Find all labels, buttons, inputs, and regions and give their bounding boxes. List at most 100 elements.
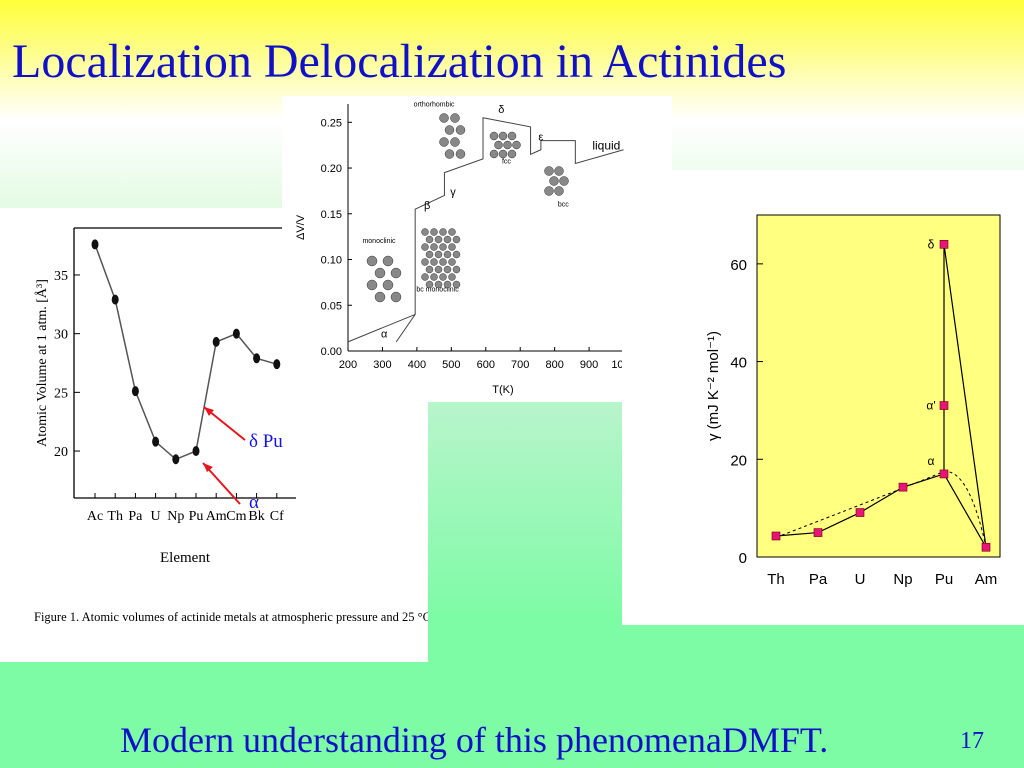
data-point bbox=[111, 294, 119, 305]
gamma-figure: 0 20 40 60 Th Pa U Np Pu Am γ (mJ K⁻² mol⁻¹) α α' δ bbox=[622, 170, 1024, 625]
atom-sphere bbox=[390, 267, 402, 279]
atom-sphere bbox=[544, 186, 554, 196]
atom-sphere bbox=[448, 258, 456, 266]
bottom-caption: Modern understanding of this phenomenaDM… bbox=[120, 720, 829, 760]
atom-sphere bbox=[444, 125, 455, 135]
phase-label: δ bbox=[498, 104, 504, 116]
atom-sphere bbox=[374, 267, 386, 279]
atom-sphere bbox=[425, 265, 434, 274]
data-point bbox=[253, 353, 261, 364]
atom-sphere bbox=[512, 140, 521, 150]
atom-sphere bbox=[425, 235, 434, 244]
atom-sphere bbox=[439, 273, 447, 281]
data-point bbox=[212, 336, 220, 347]
x-tick-label: 900 bbox=[580, 359, 598, 371]
x-tick-label: 700 bbox=[511, 359, 529, 371]
atom-sphere bbox=[434, 235, 443, 244]
atom-sphere bbox=[430, 243, 438, 251]
data-point bbox=[939, 469, 949, 479]
dashed-curve bbox=[775, 470, 987, 548]
y-tick-label: 0.25 bbox=[321, 117, 342, 129]
arrowhead bbox=[203, 463, 213, 472]
x-tick-label: Am bbox=[206, 509, 227, 524]
atom-sphere bbox=[507, 131, 517, 141]
data-line bbox=[94, 244, 278, 461]
atom-sphere bbox=[366, 255, 378, 267]
x-tick-label: 600 bbox=[477, 359, 495, 371]
atom-sphere bbox=[549, 176, 559, 186]
phase-label: ε bbox=[538, 132, 543, 144]
x-tick-label: 500 bbox=[442, 359, 460, 371]
x-tick-label: Ac bbox=[87, 509, 103, 524]
phase-label: α bbox=[381, 328, 388, 340]
atom-sphere bbox=[443, 280, 452, 289]
y-tick-label: 30 bbox=[54, 328, 68, 343]
atom-sphere bbox=[455, 149, 466, 159]
atom-sphere bbox=[421, 243, 429, 251]
atom-sphere bbox=[439, 243, 447, 251]
data-point bbox=[131, 386, 139, 397]
y-tick-label: 60 bbox=[730, 257, 747, 274]
phase-volume-chart: 0.00 0.05 0.10 0.15 0.20 0.25 200 300 400 500 600 7… bbox=[295, 102, 670, 396]
x-axis-label: Element bbox=[160, 550, 211, 566]
y-tick-label: 35 bbox=[54, 269, 68, 284]
x-axis-label: T(K) bbox=[492, 384, 513, 396]
atom-sphere bbox=[498, 131, 508, 141]
phase-step-curve bbox=[347, 117, 624, 343]
y-tick-label: 40 bbox=[730, 355, 747, 372]
atom-sphere bbox=[421, 258, 429, 266]
atom-sphere bbox=[421, 273, 429, 281]
phase-label: β bbox=[424, 200, 430, 212]
y-axis-label: γ (mJ K⁻² mol⁻¹) bbox=[705, 331, 722, 441]
y-axis-label: Atomic Volume at 1 atm. [Å³] bbox=[34, 279, 50, 447]
atom-sphere bbox=[434, 280, 443, 289]
y-tick-label: 0.00 bbox=[321, 346, 342, 358]
atomic-volume-chart: 20 25 30 35 Ac Th Pa U Np Pu Am Cm Bk Cf Element Atomic… bbox=[34, 227, 434, 624]
atom-sphere bbox=[554, 166, 564, 176]
atom-sphere bbox=[448, 273, 456, 281]
atom-sphere bbox=[448, 228, 456, 236]
atom-sphere bbox=[444, 149, 455, 159]
data-point bbox=[152, 436, 160, 447]
atom-sphere bbox=[421, 228, 429, 236]
slide-title: Localization Delocalization in Actinides bbox=[12, 35, 787, 88]
atom-sphere bbox=[439, 137, 449, 147]
x-tick-label: Th bbox=[767, 571, 785, 588]
x-tick-label: Np bbox=[893, 571, 912, 588]
atom-sphere bbox=[430, 228, 438, 236]
atom-sphere bbox=[382, 255, 394, 267]
y-tick-label: 0.10 bbox=[321, 255, 342, 267]
atom-sphere bbox=[554, 186, 564, 196]
x-tick-label: 800 bbox=[545, 359, 563, 371]
point-label: δ bbox=[928, 237, 935, 251]
phase-label: γ bbox=[450, 186, 456, 198]
atom-sphere bbox=[425, 280, 434, 289]
data-point bbox=[232, 328, 240, 339]
atom-sphere bbox=[434, 250, 443, 259]
atom-sphere bbox=[425, 250, 434, 259]
atom-sphere bbox=[382, 279, 394, 291]
data-point bbox=[855, 508, 865, 517]
x-tick-label: Pu bbox=[189, 509, 204, 524]
figure-caption: Figure 1. Atomic volumes of actinide met… bbox=[34, 610, 428, 624]
atom-sphere bbox=[366, 279, 378, 291]
x-tick-label: U bbox=[855, 571, 866, 588]
atom-sphere bbox=[374, 291, 386, 303]
y-tick-label: 20 bbox=[54, 445, 68, 460]
data-point bbox=[91, 239, 99, 250]
atom-sphere bbox=[443, 265, 452, 274]
y-tick-label: 0.15 bbox=[321, 209, 342, 221]
arrowhead bbox=[204, 407, 214, 416]
data-point bbox=[939, 240, 949, 249]
x-tick-label: Th bbox=[107, 509, 123, 524]
y-tick-label: 0.20 bbox=[321, 163, 342, 175]
phase-step-curve bbox=[395, 314, 416, 343]
alpha-label: α bbox=[249, 492, 259, 513]
atom-sphere bbox=[494, 140, 503, 150]
delta-pu-label: δ Pu bbox=[249, 431, 283, 452]
point-label: α' bbox=[926, 399, 935, 413]
atom-sphere bbox=[439, 228, 447, 236]
y-tick-label: 25 bbox=[54, 386, 68, 401]
x-tick-label: Pu bbox=[935, 571, 953, 588]
data-point bbox=[172, 454, 180, 465]
